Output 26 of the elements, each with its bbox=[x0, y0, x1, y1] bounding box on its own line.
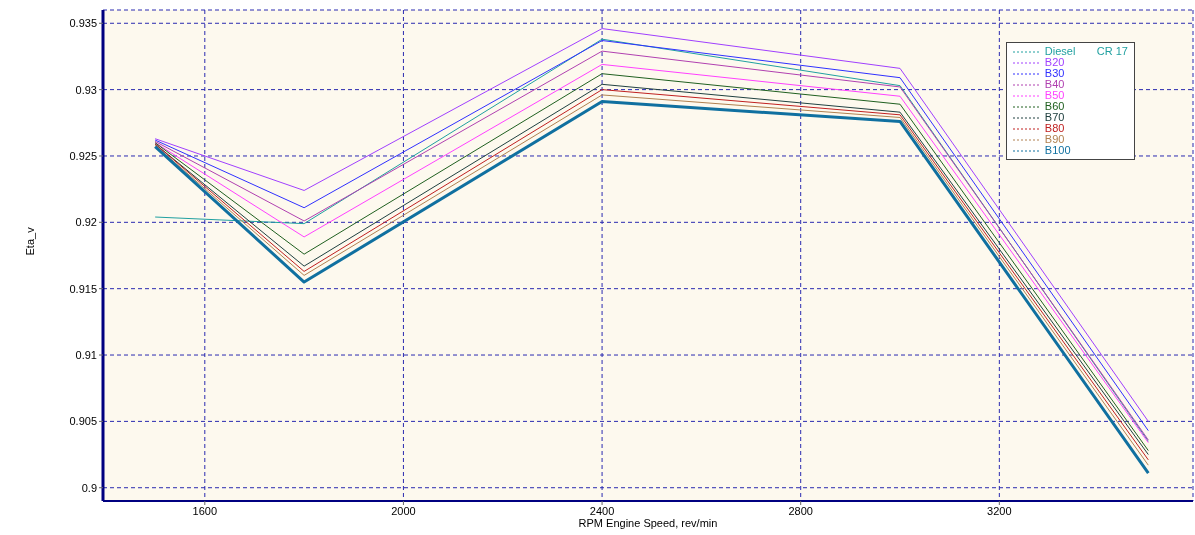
legend-title: CR 17 bbox=[1096, 45, 1128, 57]
legend-label: B40 bbox=[1044, 78, 1066, 90]
legend-label: B70 bbox=[1044, 111, 1066, 123]
legend-label: B50 bbox=[1044, 89, 1066, 101]
y-tick-label: 0.915 bbox=[69, 282, 97, 295]
y-tick-label: 0.9 bbox=[81, 481, 97, 494]
y-tick-label: 0.91 bbox=[75, 348, 97, 361]
legend-label: B90 bbox=[1044, 133, 1066, 145]
legend-label: Diesel bbox=[1044, 45, 1077, 57]
legend-label: B80 bbox=[1044, 122, 1066, 134]
x-tick-label: 3200 bbox=[987, 504, 1012, 517]
y-tick-label: 0.92 bbox=[75, 216, 97, 229]
legend-label: B100 bbox=[1044, 144, 1072, 156]
x-tick-label: 2800 bbox=[788, 504, 813, 517]
x-tick-label: 2000 bbox=[391, 504, 416, 517]
legend-label: B30 bbox=[1044, 67, 1066, 79]
y-tick-label: 0.905 bbox=[69, 415, 97, 428]
legend-label: B60 bbox=[1044, 100, 1066, 112]
y-axis-title: Eta_v bbox=[23, 226, 36, 256]
y-tick-label: 0.925 bbox=[69, 149, 97, 162]
y-tick-label: 0.93 bbox=[75, 83, 97, 96]
x-tick-label: 2400 bbox=[589, 504, 615, 517]
y-tick-label: 0.935 bbox=[69, 17, 97, 30]
x-axis-title: RPM Engine Speed, rev/min bbox=[578, 517, 718, 529]
x-tick-label: 1600 bbox=[192, 504, 218, 517]
legend-label: B20 bbox=[1044, 56, 1066, 68]
